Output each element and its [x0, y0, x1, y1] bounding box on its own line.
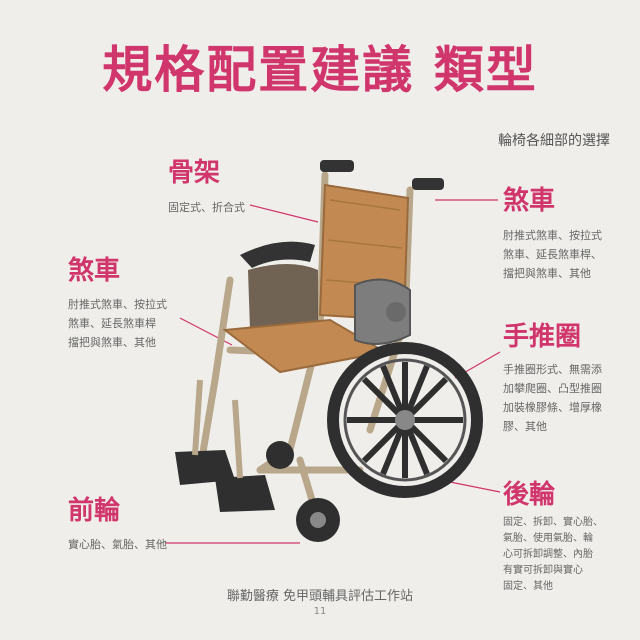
desc-brake-right: 肘推式煞車、按拉式 煞車、延長煞車桿、 擋把與煞車、其他 — [503, 229, 602, 280]
label-rear-wheel: 後輪 — [503, 480, 556, 510]
label-frame: 骨架 — [168, 158, 221, 188]
push-handle-left — [320, 160, 354, 172]
page-number: 11 — [313, 606, 327, 617]
label-brake-left: 煞車 — [68, 256, 121, 286]
desc-front-wheel: 實心胎、氣胎、其他 — [68, 538, 167, 551]
desc-handrim: 手推圈形式、無需添 加攀爬圈、凸型推圈 加裝橡膠條、增厚橡 膠、其他 — [503, 363, 602, 433]
label-brake-right: 煞車 — [503, 186, 556, 216]
label-handrim: 手推圈 — [503, 322, 582, 352]
bag-badge — [386, 302, 406, 322]
footer-caption: 聯勤醫療 免甲頭輔具評估工作站 — [226, 589, 414, 604]
front-caster — [296, 498, 340, 542]
desc-brake-left: 肘推式煞車、按拉式 煞車、延長煞車桿 擋把與煞車、其他 — [68, 298, 167, 349]
desc-rear-wheel: 固定、拆卸、實心胎、 氣胎、使用氣胎、輪 心可拆卸調整、內胎 有實可拆卸與實心 … — [503, 517, 603, 592]
rear-wheel — [327, 342, 483, 498]
side-guard — [248, 264, 318, 335]
footrest-left — [175, 450, 235, 485]
leg-rest-right — [232, 399, 243, 479]
page-subtitle: 輪椅各細部的選擇 — [498, 133, 610, 149]
front-caster-rear — [266, 441, 294, 469]
page-title: 規格配置建議 類型 — [102, 41, 538, 99]
armrest — [240, 241, 315, 268]
label-front-wheel: 前輪 — [68, 496, 121, 526]
leg-rest-left — [192, 379, 203, 456]
desc-frame: 固定式、折合式 — [168, 201, 245, 214]
side-bag — [354, 278, 411, 345]
leader-line-frame — [249, 204, 319, 223]
push-handle-right — [412, 178, 444, 190]
footrest-right — [215, 475, 275, 512]
